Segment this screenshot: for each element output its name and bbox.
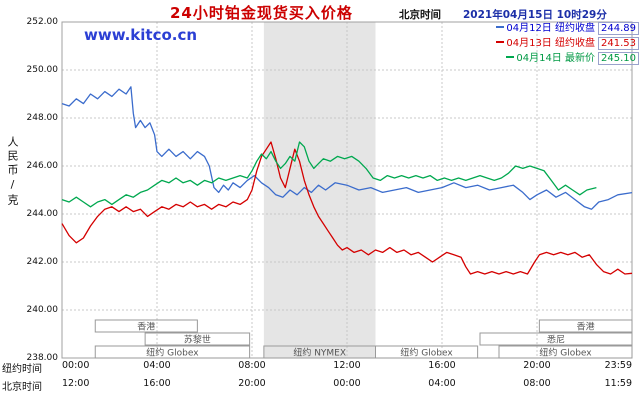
session-label: 纽约 Globex xyxy=(539,347,592,359)
ny-time-row-label: 纽约时间 xyxy=(2,364,42,375)
x-tick-bj: 16:00 xyxy=(143,378,171,389)
x-tick-ny: 00:00 xyxy=(62,360,90,371)
legend: 04月12日 纽约收盘 244.89 04月13日 纽约收盘 241.53 04月1… xyxy=(496,21,639,66)
y-tick-label: 246.00 xyxy=(26,161,59,171)
y-tick-label: 250.00 xyxy=(26,65,59,75)
legend-series-label: 最新价 xyxy=(565,53,595,64)
page-title: 24小时铂金现货买入价格 xyxy=(170,4,353,22)
blue-line-sample-icon xyxy=(496,26,505,28)
session-label: 香港 xyxy=(137,321,155,333)
y-tick-label: 238.00 xyxy=(26,353,59,363)
legend-item-apr14: 04月14日 最新价 245.10 xyxy=(496,51,639,66)
x-tick-ny: 04:00 xyxy=(143,360,171,371)
session-box xyxy=(144,332,251,346)
beijing-time-label: 北京时间 xyxy=(399,9,441,21)
series-line-apr12-ny-close xyxy=(61,86,633,210)
legend-series-label: 纽约收盘 xyxy=(555,38,595,49)
y-tick-label: 244.00 xyxy=(26,209,59,219)
x-tick-bj: 08:00 xyxy=(523,378,551,389)
legend-series-label: 纽约收盘 xyxy=(555,23,595,34)
legend-item-apr12: 04月12日 纽约收盘 244.89 xyxy=(496,21,639,36)
legend-date: 04月14日 xyxy=(516,53,562,64)
session-box xyxy=(538,319,633,333)
y-tick-label: 252.00 xyxy=(26,17,59,27)
legend-value: 245.10 xyxy=(598,52,639,65)
legend-value: 244.89 xyxy=(598,22,639,35)
series-line-apr13-ny-close xyxy=(61,141,633,275)
x-tick-bj: 20:00 xyxy=(238,378,266,389)
x-tick-bj: 00:00 xyxy=(333,378,361,389)
y-tick-label: 242.00 xyxy=(26,257,59,267)
x-tick-ny: 08:00 xyxy=(238,360,266,371)
y-tick-label: 240.00 xyxy=(26,305,59,315)
session-label: 香港 xyxy=(577,321,595,333)
nymex-session-band xyxy=(263,22,376,358)
y-axis-unit-label: 人民币/克 xyxy=(6,136,19,208)
legend-item-apr13: 04月13日 纽约收盘 241.53 xyxy=(496,36,639,51)
session-box xyxy=(479,332,633,346)
series-line-apr14-latest xyxy=(61,141,597,208)
session-label: 悉尼 xyxy=(547,334,565,346)
x-tick-ny: 16:00 xyxy=(428,360,456,371)
x-tick-bj: 12:00 xyxy=(62,378,90,389)
session-box xyxy=(94,345,251,359)
legend-date: 04月13日 xyxy=(506,38,552,49)
y-tick-label: 248.00 xyxy=(26,113,59,123)
x-tick-ny: 23:59 xyxy=(604,360,632,371)
x-tick-bj: 11:59 xyxy=(604,378,632,389)
legend-date: 04月12日 xyxy=(506,23,552,34)
legend-value: 241.53 xyxy=(598,37,639,50)
red-line-sample-icon xyxy=(496,41,505,43)
session-box xyxy=(375,345,479,359)
session-box xyxy=(94,319,198,333)
session-label: 纽约 Globex xyxy=(400,347,453,359)
x-tick-ny: 12:00 xyxy=(333,360,361,371)
green-line-sample-icon xyxy=(506,56,515,58)
beijing-datetime: 2021年04月15日 10时29分 xyxy=(463,9,607,21)
x-tick-bj: 04:00 xyxy=(428,378,456,389)
session-label: 纽约 Globex xyxy=(146,347,199,359)
bj-time-row-label: 北京时间 xyxy=(2,382,42,393)
session-label: 纽约 NYMEX xyxy=(293,347,346,359)
session-box xyxy=(498,345,633,359)
x-tick-ny: 20:00 xyxy=(523,360,551,371)
kitco-watermark-link[interactable]: www.kitco.cn xyxy=(84,26,198,44)
session-label: 苏黎世 xyxy=(184,334,211,346)
